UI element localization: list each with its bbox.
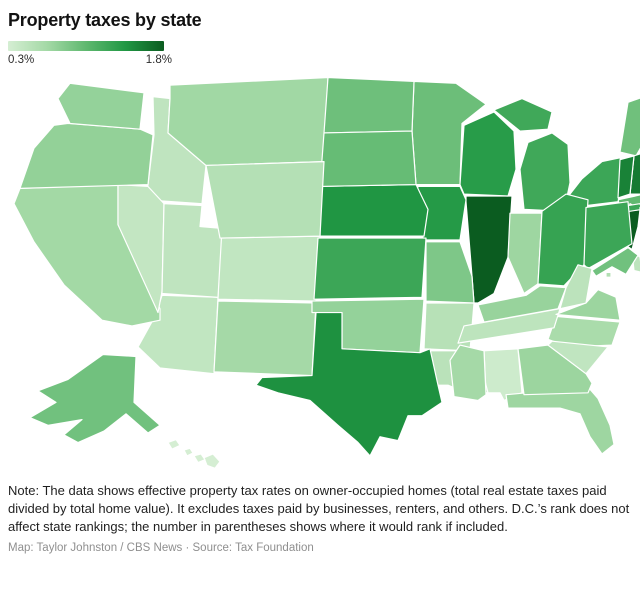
- state-mo[interactable]: [425, 241, 475, 304]
- state-co[interactable]: [217, 235, 321, 302]
- state-tx[interactable]: [255, 311, 443, 457]
- state-wi[interactable]: [459, 111, 517, 197]
- us-map: [13, 76, 640, 469]
- state-pa[interactable]: [583, 201, 633, 270]
- state-sc[interactable]: [547, 340, 609, 375]
- legend-max-label: 1.8%: [145, 54, 172, 66]
- note-text: Note: The data shows effective property …: [8, 483, 630, 534]
- page: Property taxes by state 0.3% 1.8% Note: …: [8, 10, 640, 554]
- legend: 0.3% 1.8%: [8, 41, 632, 66]
- state-al[interactable]: [483, 348, 523, 402]
- state-tn[interactable]: [457, 308, 561, 344]
- state-in[interactable]: [507, 212, 543, 295]
- state-ks[interactable]: [313, 237, 427, 300]
- state-ne[interactable]: [319, 183, 429, 237]
- state-hi[interactable]: [167, 439, 221, 469]
- legend-gradient: [8, 41, 164, 51]
- state-wv[interactable]: [559, 264, 593, 310]
- state-md[interactable]: [591, 247, 639, 277]
- state-wy[interactable]: [205, 161, 325, 239]
- state-fl[interactable]: [505, 386, 615, 455]
- state-nm[interactable]: [213, 300, 317, 377]
- state-me[interactable]: [619, 97, 640, 157]
- state-va[interactable]: [555, 289, 621, 321]
- page-title: Property taxes by state: [8, 10, 202, 30]
- state-nd[interactable]: [323, 76, 415, 134]
- state-wa[interactable]: [57, 82, 145, 130]
- map-holder: [8, 68, 640, 474]
- state-mt[interactable]: [167, 76, 329, 167]
- state-dc[interactable]: [605, 271, 612, 278]
- state-ms[interactable]: [449, 344, 487, 402]
- legend-min-label: 0.3%: [8, 54, 35, 66]
- state-sd[interactable]: [319, 130, 417, 188]
- state-ut[interactable]: [161, 203, 223, 298]
- state-or[interactable]: [19, 122, 154, 189]
- state-ak[interactable]: [29, 354, 161, 444]
- state-vt[interactable]: [617, 155, 635, 199]
- credit-text: Map: Taylor Johnston / CBS News · Source…: [8, 541, 314, 554]
